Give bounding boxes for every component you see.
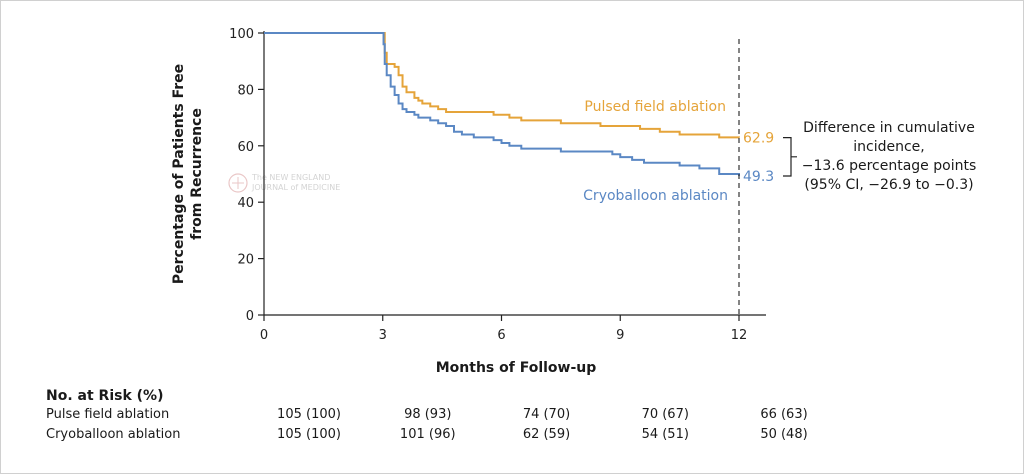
x-tick-label: 6 bbox=[497, 328, 505, 343]
risk-cell: 62 (59) bbox=[522, 427, 571, 442]
x-tick-label: 9 bbox=[616, 328, 624, 343]
y-tick-label: 20 bbox=[237, 253, 254, 268]
risk-cell: 54 (51) bbox=[641, 427, 689, 442]
risk-cell: 98 (93) bbox=[404, 407, 452, 422]
end-value-cryoballoon: 49.3 bbox=[743, 169, 774, 185]
risk-row-pulsed-field: Pulse field ablation 105 (100) 98 (93) 7… bbox=[46, 407, 808, 427]
x-tick-label: 3 bbox=[379, 328, 387, 343]
number-at-risk-table: No. at Risk (%) Pulse field ablation 105… bbox=[46, 388, 808, 447]
x-tick-label: 12 bbox=[731, 328, 748, 343]
risk-cell: 50 (48) bbox=[760, 427, 808, 442]
km-chart: The NEW ENGLAND JOURNAL of MEDICINE 0 20 4… bbox=[171, 27, 977, 376]
y-axis-title-line-2: from Recurrence bbox=[189, 108, 205, 240]
y-tick-label: 40 bbox=[237, 196, 254, 211]
axes: 0 20 40 60 80 100 0 3 6 9 12 bbox=[229, 27, 766, 343]
cryoballoon-curve bbox=[264, 32, 740, 176]
risk-row-cryoballoon: Cryoballoon ablation 105 (100) 101 (96) … bbox=[46, 427, 808, 447]
risk-cell: 66 (63) bbox=[760, 407, 808, 422]
y-axis-title-line-1: Percentage of Patients Free bbox=[171, 64, 187, 284]
annotation-line-3: −13.6 percentage points bbox=[802, 158, 977, 174]
x-tick-label: 0 bbox=[260, 328, 268, 343]
nejm-watermark: The NEW ENGLAND JOURNAL of MEDICINE bbox=[228, 173, 340, 193]
risk-cell: 70 (67) bbox=[641, 407, 689, 422]
series-group bbox=[264, 32, 740, 176]
annotation-line-2: incidence, bbox=[853, 139, 924, 155]
difference-bracket bbox=[783, 137, 797, 177]
pulsed-field-curve bbox=[264, 32, 740, 139]
x-axis-title: Months of Follow-up bbox=[436, 360, 597, 376]
risk-row-label: Cryoballoon ablation bbox=[46, 427, 181, 442]
annotation-line-4: (95% CI, −26.9 to −0.3) bbox=[804, 177, 973, 193]
y-tick-label: 100 bbox=[229, 27, 254, 42]
risk-cell: 74 (70) bbox=[522, 407, 571, 422]
risk-cell: 105 (100) bbox=[277, 427, 341, 442]
risk-row-label: Pulse field ablation bbox=[46, 407, 170, 422]
risk-cell: 105 (100) bbox=[277, 407, 341, 422]
annotation-line-1: Difference in cumulative bbox=[803, 120, 975, 136]
series-label-pulsed-field: Pulsed field ablation bbox=[584, 99, 726, 115]
nejm-seal-mark bbox=[232, 177, 244, 189]
risk-table-title: No. at Risk (%) bbox=[46, 388, 164, 404]
y-tick-label: 0 bbox=[246, 309, 254, 324]
nejm-seal-icon bbox=[228, 173, 248, 193]
y-tick-label: 60 bbox=[237, 140, 254, 155]
y-tick-label: 80 bbox=[237, 83, 254, 98]
risk-cell: 101 (96) bbox=[399, 427, 456, 442]
end-value-pulsed-field: 62.9 bbox=[743, 131, 774, 147]
series-label-cryoballoon: Cryoballoon ablation bbox=[583, 188, 728, 204]
watermark-line-2: JOURNAL of MEDICINE bbox=[251, 183, 340, 192]
watermark-line-1: The NEW ENGLAND bbox=[251, 173, 330, 182]
